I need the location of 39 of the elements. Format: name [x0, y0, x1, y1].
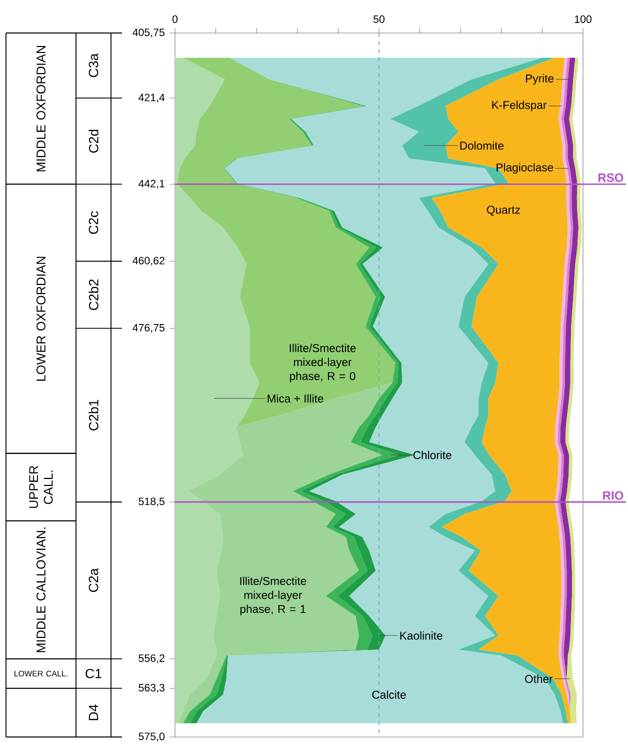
text: C2b1 [88, 400, 98, 430]
text: C2d [88, 130, 98, 153]
ref-line-label: RIO [603, 491, 624, 500]
y-tick-label: 442,1 [138, 180, 164, 189]
series-label: Quartz [486, 206, 520, 216]
text: D4 [88, 704, 98, 720]
text: UPPER CALL. [29, 466, 53, 508]
text: C3a [88, 53, 98, 78]
y-tick-label: 421,4 [138, 94, 165, 102]
text: MIDDLE OXFORDIAN [36, 46, 46, 172]
text: C2c [88, 211, 98, 234]
series-label: Dolomite [460, 141, 504, 150]
y-tick-label: 476,75 [132, 324, 164, 333]
x-tick-label: 100 [574, 15, 592, 23]
y-tick-label: 460,62 [132, 256, 164, 266]
series-label: Chlorite [413, 450, 452, 460]
series-label: Kaolinite [400, 631, 442, 640]
y-tick-label: 556,2 [138, 654, 164, 664]
text: C2a [88, 568, 98, 592]
ref-line-label: RSO [598, 173, 624, 182]
text: LOWER CALL. [14, 670, 68, 676]
text: MIDDLE CALLOVIAN. [36, 528, 46, 652]
series-label: Illite/Smectite mixed-layer phase, R = 0 [290, 344, 356, 382]
series-label: Mica + Illite [268, 394, 324, 403]
x-tick-label: 0 [172, 15, 178, 23]
text: C2b2 [88, 280, 98, 310]
x-tick-label: 50 [373, 15, 385, 23]
series-label: Plagioclase [496, 163, 554, 174]
text: LOWER OXFORDIAN [36, 256, 46, 381]
text: C1 [86, 668, 102, 678]
series-label: Illite/Smectite mixed-layer phase, R = 1 [240, 576, 306, 616]
series-label: Calcite [372, 690, 406, 699]
y-tick-label: 575,0 [138, 732, 165, 742]
series-label: K-Feldspar [492, 100, 547, 112]
y-tick-label: 518,5 [138, 498, 164, 506]
y-tick-label: 563,3 [138, 684, 164, 693]
series-label: Pyrite [526, 74, 554, 85]
y-tick-label: 405,75 [132, 28, 164, 38]
series-label: Other [525, 674, 553, 683]
